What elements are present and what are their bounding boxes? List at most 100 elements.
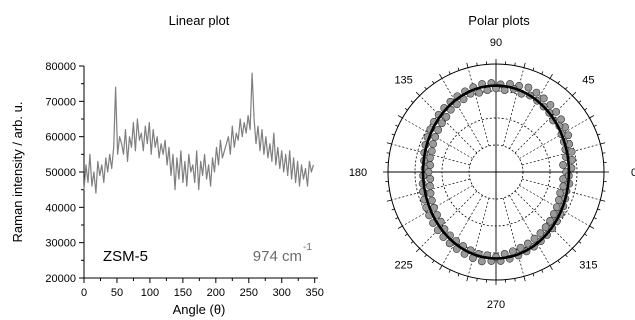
polar-grid [383,59,609,285]
y-tick-label: 50000 [45,167,76,179]
polar-tick [439,265,443,271]
polar-tick [549,73,553,79]
wavenumber-exponent: -1 [303,242,312,253]
polar-tick [593,124,597,127]
linear-plot-title: Linear plot [169,13,230,28]
polar-point [437,119,446,128]
polar-tick [597,133,601,136]
polar-point [475,88,484,97]
polar-point [536,229,545,238]
polar-tick [457,273,460,277]
polar-tick [476,62,478,66]
intensity-series-line [83,72,314,194]
polar-spoke [419,190,478,249]
polar-spoke [441,78,483,149]
polar-angle-label: 270 [487,299,505,311]
polar-spoke [467,67,490,147]
polar-tick [466,62,469,68]
polar-tick [514,278,516,282]
polar-point [549,210,558,218]
x-tick-label: 250 [240,287,258,299]
polar-point [539,94,548,103]
polar-plot: Polar plots 0 45 90 135 180 225 270 315 [349,13,635,311]
linear-plot: Linear plot 20000 30000 40000 50000 60000 700… [10,13,324,317]
polar-angle-labels: 0 45 90 135 180 225 270 315 [349,37,635,311]
polar-tick [565,86,568,90]
polar-tick [404,233,408,236]
polar-tick [410,241,414,244]
polar-spoke [502,67,525,147]
polar-spoke [514,190,573,249]
polar-point [516,243,525,252]
polar-tick [448,71,451,75]
polar-tick [557,80,560,84]
polar-spoke [514,95,573,154]
polar-tick [593,217,597,220]
polar-spoke [441,195,483,266]
polar-tick [386,190,390,192]
polar-tick [415,248,420,253]
polar-tick [600,142,606,145]
polar-tick [597,208,601,211]
polar-tick [523,276,526,282]
polar-point [564,131,573,140]
polar-tick [549,265,553,271]
polar-angle-label: 135 [394,75,412,87]
y-tick-label: 30000 [45,238,76,250]
linear-y-axis-label: Raman intensity / arb. u. [10,102,25,243]
x-tick-label: 0 [81,287,87,299]
polar-tick [589,225,595,229]
polar-tick [572,91,577,96]
polar-point [426,182,434,190]
polar-tick [397,225,403,229]
polar-tick [532,67,535,71]
polar-tick [395,217,399,220]
x-tick-label: 50 [111,287,123,299]
polar-tick [514,62,516,66]
polar-angle-label: 90 [490,37,502,49]
polar-tick [432,260,435,264]
polar-tick [424,86,427,90]
polar-point [442,112,451,121]
polar-spoke [509,78,551,149]
x-tick-label: 150 [174,287,192,299]
polar-spoke [509,195,551,266]
polar-point [426,175,435,183]
y-tick-label: 40000 [45,202,76,214]
polar-tick [457,67,460,71]
polar-data-points [418,79,576,266]
polar-tick [572,248,577,253]
polar-tick [424,254,427,258]
polar-point [426,189,435,198]
polar-tick [584,108,588,111]
wavenumber-label: 974 cm [253,248,302,265]
polar-angle-label: 0 [631,167,635,179]
polar-spoke [402,185,473,227]
polar-fit-ellipse [421,84,571,260]
x-tick-label: 350 [306,287,324,299]
polar-angle-label: 315 [579,259,597,271]
sample-label: ZSM-5 [103,248,148,265]
polar-tick [578,241,582,244]
linear-x-axis-label: Angle (θ) [173,302,226,317]
polar-point [554,196,563,204]
polar-point [546,100,555,109]
polar-spoke [419,95,478,154]
polar-spoke [502,197,525,277]
x-tick-label: 300 [273,287,291,299]
polar-tick [439,73,443,79]
polar-point [524,83,533,92]
polar-point [523,239,532,248]
polar-tick [386,199,392,202]
polar-point [431,132,440,141]
y-tick-label: 80000 [45,61,76,73]
polar-tick [578,100,582,103]
polar-angle-label: 180 [349,167,367,179]
polar-tick [584,233,588,236]
polar-point [477,257,486,266]
polar-tick [391,208,395,211]
polar-tick [589,115,595,119]
polar-spoke [467,197,490,277]
polar-angle-label: 45 [582,75,594,87]
polar-point [427,147,436,156]
